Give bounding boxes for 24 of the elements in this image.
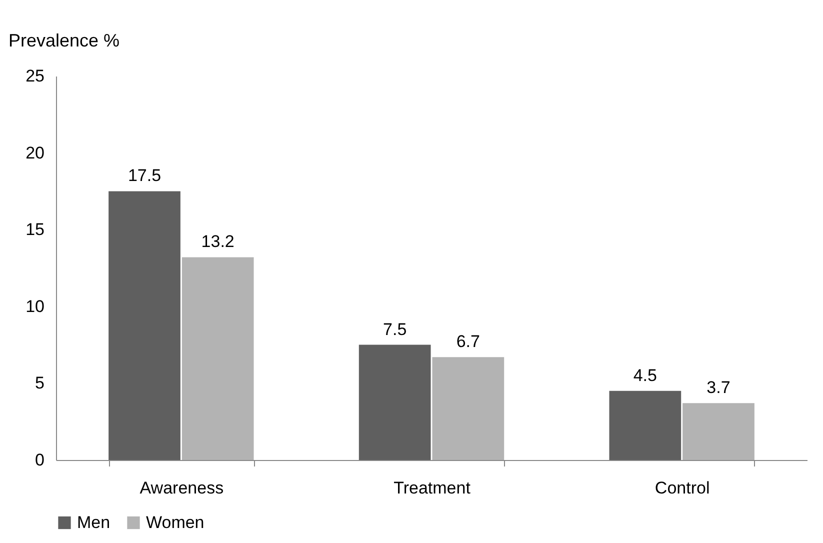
bar xyxy=(432,357,504,460)
legend-label: Men xyxy=(77,512,110,532)
data-label: 7.5 xyxy=(383,320,407,339)
y-tick-label: 10 xyxy=(26,296,44,316)
data-label: 6.7 xyxy=(456,332,480,352)
data-label: 17.5 xyxy=(128,166,162,186)
legend-label: Women xyxy=(146,512,204,532)
y-axis-title: Prevalence % xyxy=(8,30,120,50)
x-tick-label: Treatment xyxy=(394,478,471,498)
data-label: 13.2 xyxy=(201,232,234,252)
x-tick-label: Awareness xyxy=(140,478,224,498)
y-tick-label: 0 xyxy=(35,450,44,470)
bar xyxy=(682,403,754,460)
x-tick-label: Control xyxy=(654,478,710,498)
bar xyxy=(358,344,431,460)
data-label: 4.5 xyxy=(633,366,657,385)
data-label: 3.7 xyxy=(706,378,730,398)
bar xyxy=(182,257,254,460)
bar xyxy=(108,191,180,460)
y-tick-label: 25 xyxy=(26,66,44,86)
y-tick-label: 20 xyxy=(26,143,44,162)
bar xyxy=(609,390,682,460)
y-tick-label: 15 xyxy=(26,220,44,240)
y-tick-label: 5 xyxy=(35,374,44,393)
